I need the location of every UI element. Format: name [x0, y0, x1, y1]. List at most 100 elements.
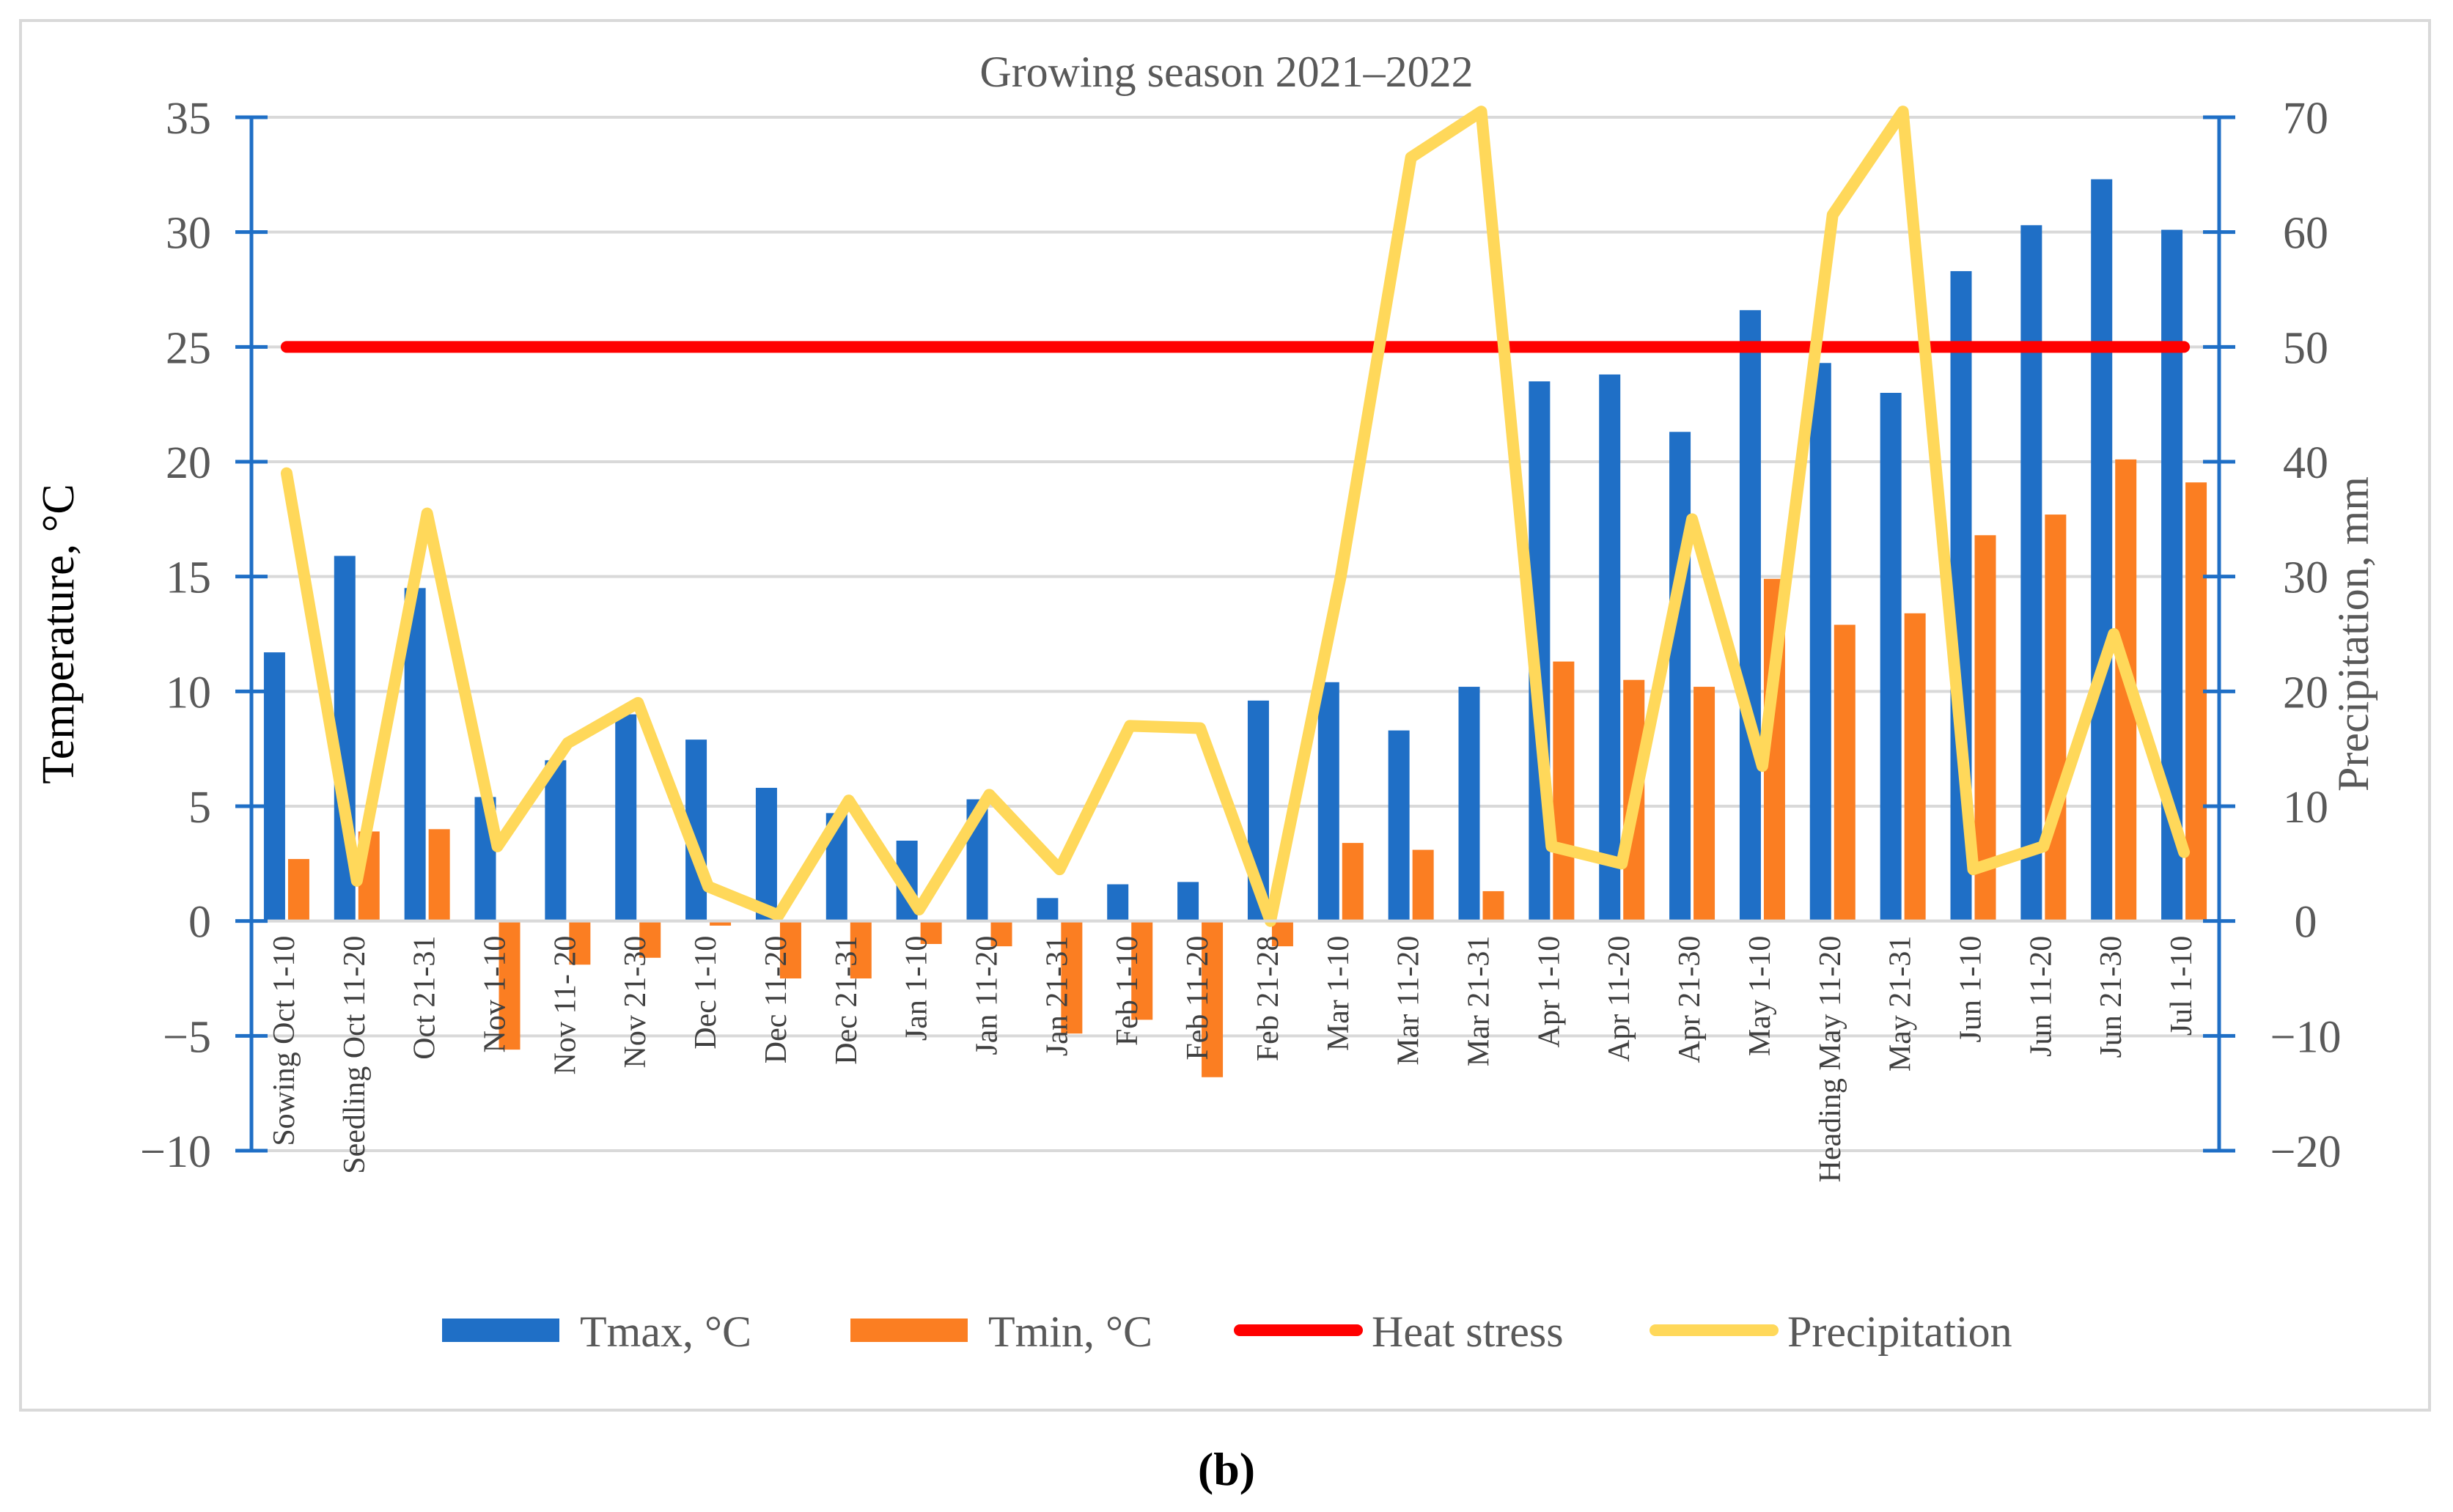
bar-tmax [2020, 225, 2042, 921]
left-tick-label: 35 [166, 94, 211, 144]
bar-tmax [1177, 882, 1199, 921]
axis-layer [235, 115, 2235, 1153]
category-label: Jun 21-30 [2095, 936, 2128, 1058]
category-label: Nov 1-10 [479, 936, 512, 1053]
left-tick-label: −10 [140, 1127, 211, 1177]
bar-tmax [545, 760, 567, 921]
y2-axis-title: Precipitation, mm [2329, 476, 2377, 792]
right-tick-label: 0 [2295, 898, 2317, 948]
bar-tmax [1809, 363, 1831, 921]
right-tick-label: −20 [2270, 1127, 2342, 1177]
legend-item-tmin-label: Tmin, °C [988, 1308, 1152, 1356]
bar-tmax [1388, 730, 1410, 921]
bar-tmin [779, 921, 801, 978]
category-label: Jun 1-10 [1954, 936, 1988, 1043]
category-label: Seedling Oct 11-20 [338, 936, 372, 1174]
legend-item-tmin-swatch [850, 1319, 968, 1342]
y-axis-title: Temperature, °C [34, 484, 84, 784]
right-tick-label: 20 [2283, 668, 2328, 718]
bar-tmax [755, 787, 777, 921]
bar-tmin [1412, 849, 1434, 921]
left-tick-label: 30 [166, 209, 211, 259]
bar-tmax [1739, 310, 1761, 921]
chart-svg: 35302520151050−5−10706050403020100−10−20… [34, 48, 2377, 1356]
bar-tmax [615, 714, 637, 921]
category-label: Apr 21-30 [1673, 936, 1707, 1063]
right-tick-label: 30 [2283, 553, 2328, 603]
bar-tmin [1693, 687, 1715, 921]
bar-tmin [639, 921, 661, 958]
bar-tmax [1599, 374, 1621, 921]
category-label: Jan 1-10 [900, 936, 934, 1041]
bar-tmax [1458, 687, 1480, 921]
right-tick-label: 50 [2283, 323, 2328, 373]
category-label: Apr 11-20 [1603, 936, 1636, 1062]
bar-tmin [1131, 921, 1153, 1020]
category-label: Feb 11-20 [1181, 936, 1215, 1061]
bar-tmin [1834, 624, 1856, 921]
bar-tmin [1553, 661, 1575, 921]
category-label: Mar 1-10 [1322, 936, 1356, 1051]
bar-tmax [263, 652, 285, 921]
category-label: May 1-10 [1743, 936, 1777, 1056]
legend-item-heat-stress-label: Heat stress [1372, 1308, 1564, 1356]
category-label: Oct 21-31 [408, 936, 442, 1060]
bar-layer [263, 179, 2207, 1077]
bar-tmin [920, 921, 942, 944]
right-tick-label: 70 [2283, 94, 2328, 144]
bar-tmin [710, 921, 732, 926]
left-tick-label: 0 [188, 898, 211, 948]
right-tick-label: −10 [2270, 1012, 2342, 1062]
bar-tmax [1107, 884, 1129, 921]
category-label: Feb 21-28 [1251, 936, 1285, 1062]
category-label: Dec 11-20 [760, 936, 793, 1064]
bar-tmax [1317, 682, 1339, 921]
bar-tmin [428, 829, 450, 921]
category-label: Feb 1-10 [1111, 936, 1144, 1047]
line-layer [280, 106, 2191, 927]
bar-tmin [1904, 613, 1926, 921]
chart-title: Growing season 2021–2022 [979, 48, 1473, 96]
left-tick-label: 10 [166, 668, 211, 718]
category-label: May 21-31 [1884, 936, 1918, 1072]
right-tick-label: 40 [2283, 438, 2328, 488]
bar-tmin [1974, 535, 1996, 921]
bar-tmax [1669, 432, 1691, 921]
bar-tmin [1061, 921, 1083, 1034]
left-tick-label: 15 [166, 553, 211, 603]
category-label: Mar 11-20 [1392, 936, 1426, 1066]
category-label: Nov 11- 20 [548, 936, 582, 1075]
category-label: Mar 21-31 [1463, 936, 1496, 1066]
category-label: Dec 1-10 [689, 936, 723, 1050]
category-label: Jun 11-20 [2024, 936, 2058, 1057]
bar-tmax [1880, 393, 1902, 921]
bar-tmin [2185, 482, 2207, 921]
bar-tmin [1482, 890, 1504, 921]
bar-tmin [1342, 843, 1364, 921]
legend: Tmax, °C Tmin, °C Heat stress Precipitation [442, 1308, 2012, 1356]
category-label: Heading May 11-20 [1814, 936, 1847, 1183]
panel-label: (b) [1197, 1443, 1256, 1495]
category-label: Nov 21-30 [619, 936, 652, 1069]
left-tick-label: 25 [166, 323, 211, 373]
precipitation-line [280, 106, 2191, 927]
category-label: Jul 1-10 [2165, 936, 2199, 1036]
bar-tmin [2045, 515, 2067, 921]
right-tick-label: 10 [2283, 783, 2328, 833]
category-label: Sowing Oct 1-10 [268, 936, 301, 1146]
bar-tmax [1037, 898, 1059, 921]
category-label: Apr 1-10 [1532, 936, 1566, 1048]
left-tick-label: 20 [166, 438, 211, 488]
bar-tmin [287, 859, 309, 921]
label-layer: 35302520151050−5−10706050403020100−10−20… [34, 48, 2377, 1182]
legend-item-tmax-label: Tmax, °C [580, 1308, 751, 1356]
category-label: Dec 21-31 [830, 936, 864, 1065]
left-tick-label: 5 [188, 783, 211, 833]
bar-tmax [2091, 179, 2113, 921]
bar-tmin [990, 921, 1012, 947]
bar-tmin [499, 921, 521, 1050]
right-tick-label: 60 [2283, 209, 2328, 259]
bar-tmin [1271, 921, 1293, 947]
category-label: Jan 11-20 [971, 936, 1004, 1055]
legend-item-tmax-swatch [442, 1319, 559, 1342]
